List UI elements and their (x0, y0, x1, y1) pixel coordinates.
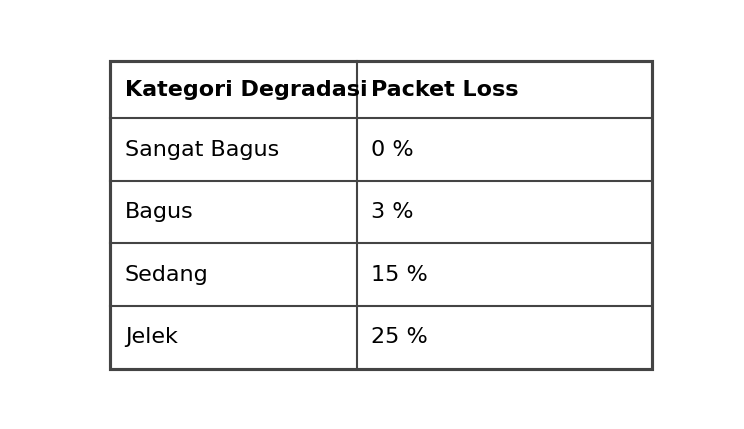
Text: Sedang: Sedang (125, 265, 208, 285)
Text: 15 %: 15 % (371, 265, 428, 285)
Text: Jelek: Jelek (125, 327, 178, 347)
Text: Kategori Degradasi: Kategori Degradasi (125, 80, 368, 100)
Text: Packet Loss: Packet Loss (371, 80, 519, 100)
Text: Bagus: Bagus (125, 202, 193, 222)
Text: 0 %: 0 % (371, 139, 414, 160)
Text: 3 %: 3 % (371, 202, 414, 222)
Text: 25 %: 25 % (371, 327, 428, 347)
Text: Sangat Bagus: Sangat Bagus (125, 139, 279, 160)
